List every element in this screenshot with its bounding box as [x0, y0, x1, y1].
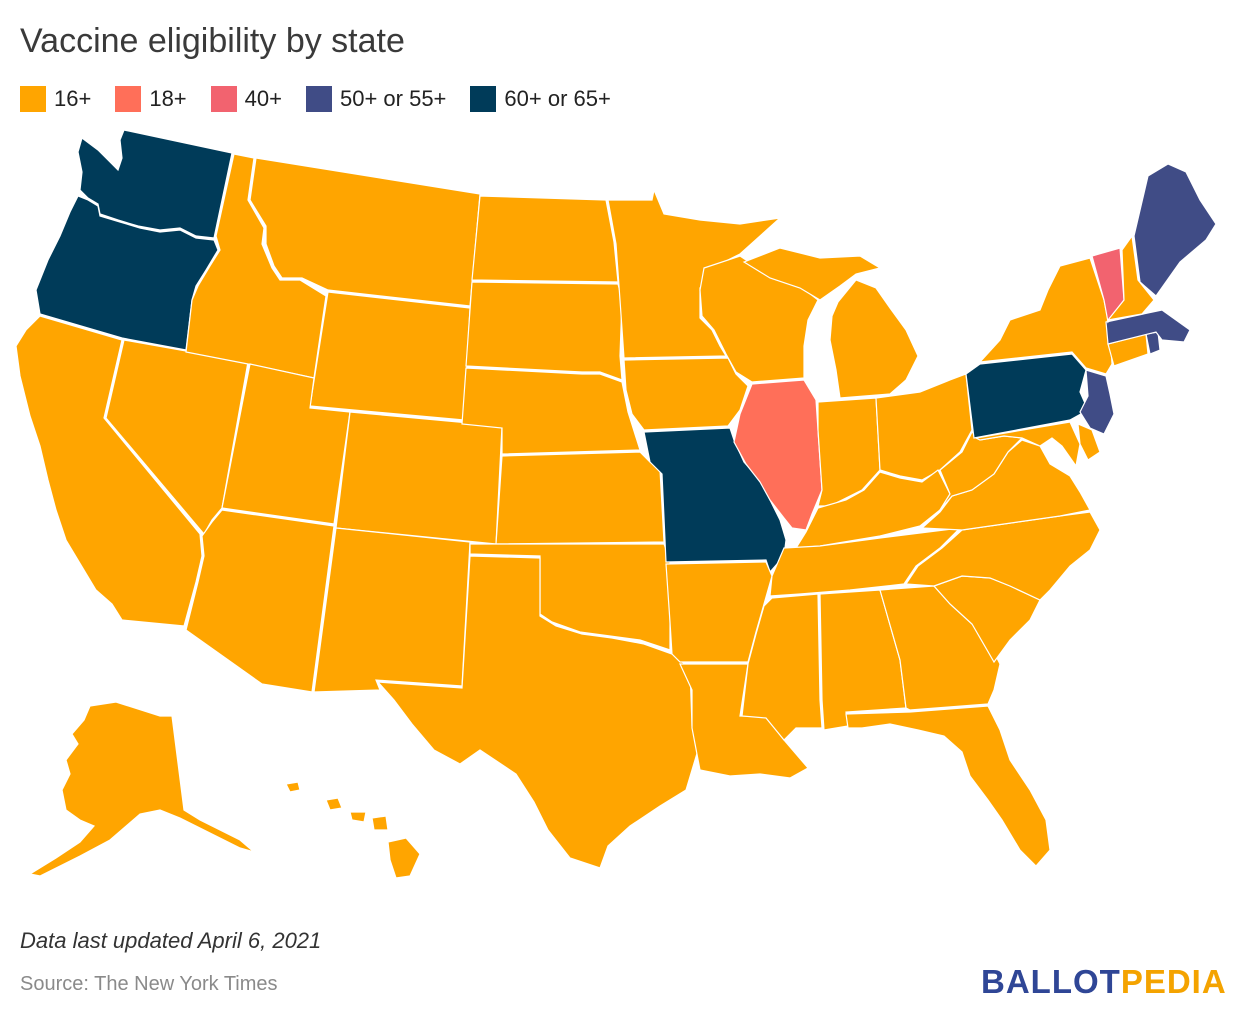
state-ca[interactable] — [15, 315, 203, 627]
legend-label: 18+ — [149, 86, 187, 111]
us-map — [0, 120, 1240, 900]
legend-item-50-55: 50+ or 55+ — [305, 86, 447, 112]
state-nd[interactable] — [471, 195, 619, 283]
state-de[interactable] — [1077, 423, 1101, 461]
legend-swatch — [210, 86, 237, 112]
state-wv[interactable] — [939, 430, 1024, 511]
state-ne[interactable] — [461, 367, 641, 455]
state-wy[interactable] — [309, 291, 471, 421]
state-ak[interactable] — [28, 701, 255, 877]
state-sd[interactable] — [465, 281, 623, 381]
logo-part-2: PEDIA — [1120, 963, 1227, 1000]
state-nh[interactable] — [1106, 234, 1155, 321]
state-wa[interactable] — [77, 129, 233, 239]
state-fl[interactable] — [845, 705, 1051, 867]
legend-item-40: 40+ — [210, 86, 282, 112]
state-mi[interactable] — [742, 247, 919, 399]
legend-label: 50+ or 55+ — [339, 86, 447, 111]
state-md[interactable] — [974, 421, 1081, 468]
state-nm[interactable] — [313, 527, 471, 693]
legend: 16+ 18+ 40+ 50+ or 55+ 60+ or 65+ — [20, 86, 611, 112]
state-ma[interactable] — [1105, 309, 1191, 345]
state-ia[interactable] — [623, 357, 749, 431]
map-title: Vaccine eligibility by state — [20, 22, 405, 60]
legend-label: 60+ or 65+ — [504, 86, 611, 111]
legend-item-18: 18+ — [115, 86, 187, 112]
state-id[interactable] — [185, 153, 327, 379]
legend-label: 16+ — [54, 86, 92, 111]
state-me[interactable] — [1133, 163, 1217, 297]
state-oh[interactable] — [875, 373, 973, 481]
state-nj[interactable] — [1079, 369, 1115, 435]
state-hi[interactable] — [285, 781, 421, 879]
state-or[interactable] — [35, 195, 219, 351]
state-pa[interactable] — [965, 353, 1089, 439]
state-nc[interactable] — [904, 511, 1101, 601]
logo-part-1: BALLOT — [981, 963, 1121, 1000]
legend-item-16: 16+ — [20, 86, 91, 112]
legend-item-60-65: 60+ or 65+ — [470, 86, 611, 112]
legend-swatch — [115, 86, 142, 112]
state-tn[interactable] — [769, 527, 962, 597]
state-tx[interactable] — [376, 555, 699, 869]
state-ks[interactable] — [495, 451, 665, 545]
legend-swatch — [470, 86, 497, 112]
data-updated-note: Data last updated April 6, 2021 — [20, 928, 322, 953]
ballotpedia-logo[interactable]: BALLOTPEDIA — [981, 963, 1227, 1001]
us-map-svg — [15, 129, 1217, 879]
state-il[interactable] — [733, 379, 823, 531]
state-co[interactable] — [335, 411, 503, 545]
legend-swatch — [20, 86, 46, 112]
state-ny[interactable] — [978, 257, 1113, 375]
state-la[interactable] — [679, 663, 809, 779]
state-az[interactable] — [185, 509, 335, 693]
state-ms[interactable] — [741, 593, 823, 741]
legend-label: 40+ — [244, 86, 282, 111]
source-note: Source: The New York Times — [20, 973, 278, 995]
legend-swatch — [305, 86, 332, 112]
